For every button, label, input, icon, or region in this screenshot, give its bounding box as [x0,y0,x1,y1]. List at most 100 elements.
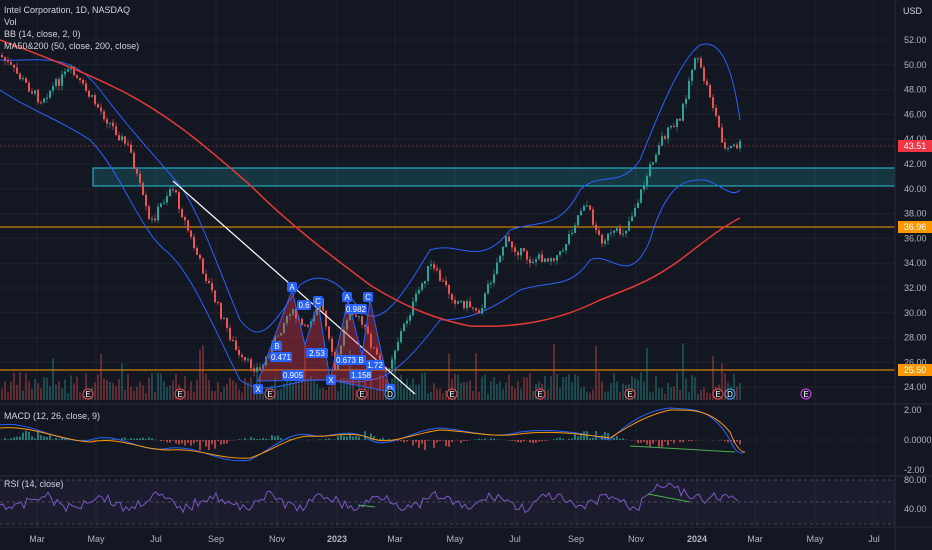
price-axis[interactable]: 52.00 50.00 48.00 46.00 44.00 42.00 40.00 38.00… [904,35,927,392]
price-tick: 50.00 [904,60,927,70]
volume-legend[interactable]: Vol [4,17,17,27]
pattern-tag: 0.6 [297,300,311,310]
volume-bars [1,343,741,400]
svg-text:0.673: 0.673 [336,356,357,365]
svg-text:X: X [328,376,334,385]
time-tick: Nov [628,534,645,544]
price-tick: 30.00 [904,308,927,318]
pattern-tag: A [342,292,352,302]
time-tick: Sep [568,534,584,544]
pattern-tag: B [272,341,282,351]
time-tick: Mar [29,534,45,544]
pattern-tag: 2.53 [306,348,328,358]
svg-text:E: E [449,390,454,399]
macd-tick: 0.0000 [904,435,932,445]
macd-histogram [1,430,741,451]
pattern-tag: 0.471 [270,352,292,362]
earnings-marker[interactable]: E [446,388,458,400]
rsi-tick: 40.00 [904,504,927,514]
svg-text:E: E [803,390,808,399]
svg-text:D: D [727,390,733,399]
price-tick: 46.00 [904,109,927,119]
time-tick: Jul [868,534,880,544]
pattern-tag: X [253,384,263,394]
macd-signal-line [0,409,746,459]
svg-text:C: C [315,297,321,306]
price-tick: 32.00 [904,283,927,293]
svg-text:0.905: 0.905 [283,371,304,380]
macd-tick: -2.00 [904,465,925,475]
price-tick: 36.00 [904,233,927,243]
support-price-tag: 25.50 [898,364,932,376]
time-tick: Jul [150,534,162,544]
price-tick: 24.00 [904,382,927,392]
last-price-tag: 43.51 [898,140,932,152]
time-tick: Mar [747,534,763,544]
rsi-axis[interactable]: 80.00 40.00 [904,475,927,514]
price-tick: 42.00 [904,159,927,169]
price-tick: 26.00 [904,357,927,367]
pattern-tag: 0.673 [335,355,357,365]
demand-zone[interactable] [92,167,896,187]
earnings-marker[interactable]: E [712,388,724,400]
pattern-tag: A [287,282,297,292]
rsi-legend[interactable]: RSI (14, close) [4,479,64,489]
time-axis[interactable]: Mar May Jul Sep Nov 2023 Mar May Jul Sep Nov 2024 Ma… [29,534,880,544]
time-tick: 2024 [687,534,707,544]
earnings-marker[interactable]: E [356,388,368,400]
rsi-divergence-line[interactable] [647,493,691,503]
svg-text:A: A [344,293,350,302]
ma-legend[interactable]: MA50&200 (50, close, 200, close) [4,41,140,51]
pattern-tag: 1.158 [350,370,372,380]
pattern-tags: ACBXD0.60.4712.530.905ACBX0.9820.6731.72… [253,282,395,394]
price-tick: 44.00 [904,134,927,144]
earnings-marker[interactable]: E [82,388,94,400]
ma200-line [0,39,741,328]
svg-text:B: B [274,342,279,351]
svg-text:D: D [387,390,393,399]
dividend-marker[interactable]: D [724,388,736,400]
time-tick: 2023 [327,534,347,544]
macd-axis[interactable]: 2.00 0.0000 -2.00 [904,405,932,475]
rsi-tick: 80.00 [904,475,927,485]
pattern-tag: 0.905 [282,370,304,380]
bb-legend[interactable]: BB (14, close, 2, 0) [4,29,81,39]
svg-text:E: E [537,390,542,399]
svg-text:E: E [359,390,364,399]
svg-text:C: C [365,293,371,302]
resistance-price-tag: 36.96 [898,221,932,233]
pattern-tag: X [326,375,336,385]
time-tick: May [446,534,464,544]
svg-text:0.6: 0.6 [298,301,310,310]
time-tick: Mar [387,534,403,544]
svg-text:X: X [255,385,261,394]
price-tick: 34.00 [904,258,927,268]
svg-text:E: E [715,390,720,399]
rsi-divergence-line-2[interactable] [357,504,376,508]
svg-text:0.982: 0.982 [346,305,367,314]
time-tick: May [806,534,824,544]
earnings-marker[interactable]: E [800,388,812,400]
macd-divergence-line[interactable] [629,445,736,453]
earnings-marker[interactable]: E [174,388,186,400]
svg-text:1.72: 1.72 [367,361,383,370]
time-tick: May [87,534,105,544]
earnings-marker[interactable]: E [534,388,546,400]
bb-lower-band [0,89,741,389]
pattern-tag: B [356,355,366,365]
price-tick: 28.00 [904,333,927,343]
symbol-title[interactable]: Intel Corporation, 1D, NASDAQ [4,5,131,15]
svg-text:1.158: 1.158 [351,371,372,380]
price-tick: 40.00 [904,184,927,194]
svg-text:A: A [289,283,295,292]
dividend-marker[interactable]: D [384,388,396,400]
earnings-marker[interactable]: E [264,388,276,400]
svg-text:E: E [267,390,272,399]
macd-legend[interactable]: MACD (12, 26, close, 9) [4,411,101,421]
svg-text:E: E [177,390,182,399]
currency-label[interactable]: USD [902,6,922,16]
price-grid [0,0,895,527]
earnings-marker[interactable]: E [624,388,636,400]
